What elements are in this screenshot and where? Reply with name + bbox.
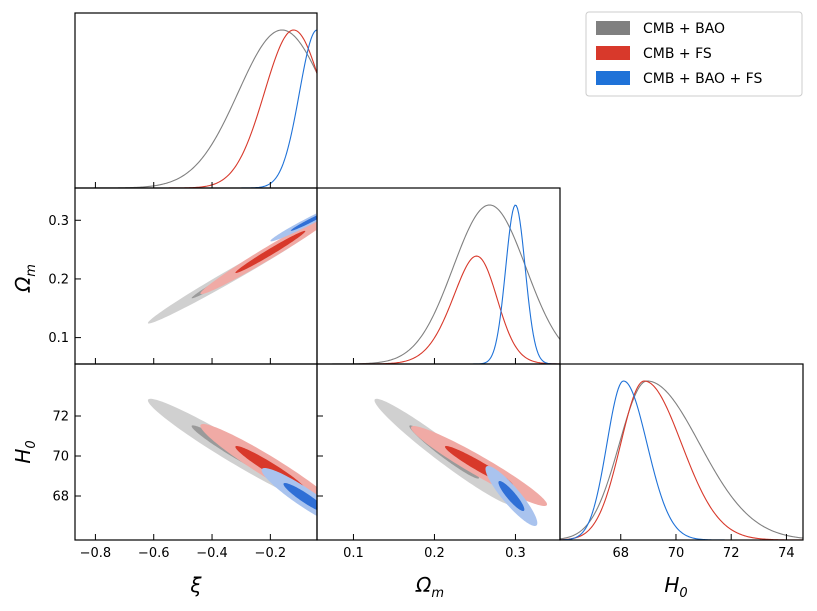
panel-frame: [559, 363, 804, 541]
legend-label-cmb-bao: CMB + BAO: [643, 21, 725, 37]
omega-symbol-y: Ω: [11, 276, 35, 293]
marginal-curve-cmb-bao: [560, 380, 803, 540]
marginal-curve-cmb-fs: [317, 255, 560, 364]
marginal-panel-xi-plot-area: [75, 29, 317, 188]
panel-frame: [74, 187, 318, 365]
contour-68-cmb-bao-fs: [283, 483, 317, 511]
legend-label-cmb-fs: CMB + FS: [643, 46, 712, 62]
contour-95-cmb-bao-fs: [261, 468, 317, 517]
tick-label: 72: [52, 410, 69, 425]
contour-68-cmb-bao-fs: [290, 215, 317, 231]
tick-label: 0.1: [343, 546, 364, 561]
legend-swatch-cmb-fs: [596, 46, 630, 60]
tick-label: 0.3: [48, 214, 69, 229]
marginal-curve-cmb-fs: [560, 380, 803, 540]
marginal-curve-cmb-bao-fs: [75, 29, 317, 188]
marginal-panel-om-plot-area: [317, 204, 560, 364]
contour-panel-xi_om: 0.1 0.2 0.3: [48, 187, 318, 365]
contour-95-cmb-bao-fs: [270, 213, 317, 242]
h0-symbol: H: [664, 573, 679, 597]
legend: CMB + BAO CMB + FS CMB + BAO + FS: [585, 11, 803, 97]
contour-panel-xi_h0: −0.8 −0.6 −0.4 −0.2 68 70 72: [52, 363, 318, 561]
tick-label: 74: [778, 546, 795, 561]
marginal-panel-h0: 68 70 72 74: [559, 363, 804, 561]
contour-panel-xi_h0-plot-area: [147, 398, 317, 517]
contour-panel-xi_om-plot-area: [147, 213, 317, 324]
legend-frame: [585, 11, 803, 97]
panel-frame: [316, 363, 561, 541]
marginal-panel-xi: [74, 12, 318, 189]
tick-label: 0.2: [48, 272, 69, 287]
h0-symbol-y: H: [11, 449, 35, 464]
tick-label: 0.1: [48, 331, 69, 346]
tick-label: 70: [52, 450, 69, 465]
legend-label-cmb-bao-fs: CMB + BAO + FS: [643, 71, 762, 87]
x-axis-title-xi: ξ: [189, 573, 202, 597]
marginal-curve-cmb-bao-fs: [560, 380, 803, 540]
tick-label: 0.3: [505, 546, 526, 561]
legend-swatch-cmb-bao-fs: [596, 71, 630, 85]
contour-panel-om_h0-plot-area: [374, 398, 548, 526]
tick-label: 68: [52, 490, 69, 505]
marginal-panel-h0-plot-area: [560, 380, 803, 540]
contour-panel-om_h0: 0.1 0.2 0.3: [316, 363, 561, 561]
marginal-panel-om: [316, 187, 561, 365]
x-axis-title-omega-m: Ωm: [415, 573, 444, 601]
contour-68-cmb-bao-fs: [498, 481, 525, 511]
marginal-curve-cmb-bao-fs: [317, 204, 560, 364]
marginal-curve-cmb-fs: [75, 29, 317, 188]
legend-swatch-cmb-bao: [596, 21, 630, 35]
y-axis-title-h0: H0: [11, 440, 39, 463]
y-axis-title-omega-m: Ωm: [11, 264, 39, 293]
tick-label: 72: [723, 546, 740, 561]
panel-frame: [74, 12, 318, 189]
tick-label: 70: [668, 546, 685, 561]
tick-label: 0.2: [424, 546, 445, 561]
tick-label: −0.8: [80, 546, 112, 561]
contour-68-cmb-fs: [235, 230, 306, 274]
marginal-curve-cmb-bao: [317, 204, 560, 364]
x-axis-title-h0: H0: [664, 573, 687, 601]
tick-label: −0.6: [138, 546, 170, 561]
omega-subscript: m: [431, 586, 444, 601]
marginal-curve-cmb-bao: [75, 29, 317, 188]
panel-frame: [316, 187, 561, 365]
h0-subscript: 0: [679, 586, 687, 601]
tick-label: −0.2: [255, 546, 287, 561]
panel-frame: [74, 363, 318, 541]
h0-subscript-y: 0: [24, 440, 39, 448]
omega-symbol: Ω: [415, 573, 432, 597]
tick-label: −0.4: [196, 546, 228, 561]
omega-subscript-y: m: [24, 264, 39, 277]
tick-label: 68: [612, 546, 629, 561]
